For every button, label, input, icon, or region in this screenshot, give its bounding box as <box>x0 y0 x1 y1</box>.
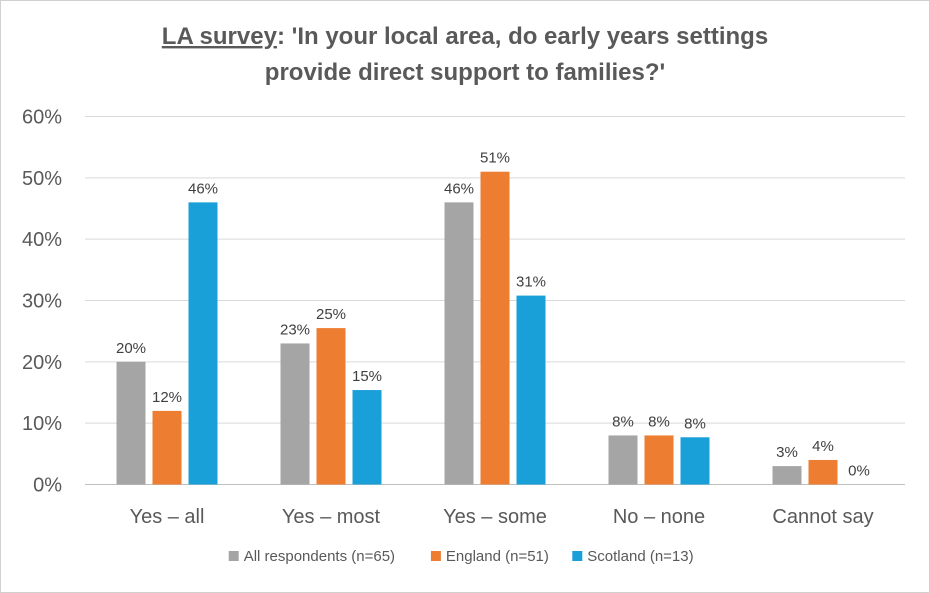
chart-title-underlined: LA survey <box>162 23 278 50</box>
bar <box>772 466 802 485</box>
y-tick-label: 0% <box>33 475 62 497</box>
category-label: Cannot say <box>772 506 873 528</box>
data-label: 20% <box>116 340 146 357</box>
legend: All respondents (n=65) England (n=51) Scot… <box>228 548 694 565</box>
bars <box>116 171 838 485</box>
bar <box>644 435 674 485</box>
data-label: 15% <box>352 368 382 385</box>
bar <box>188 202 218 485</box>
data-label: 0% <box>848 463 870 480</box>
y-tick-label: 40% <box>22 229 62 251</box>
bar <box>516 295 546 485</box>
legend-label: Scotland (n=13) <box>587 548 693 565</box>
data-label: 31% <box>516 274 546 291</box>
data-label: 51% <box>480 150 510 167</box>
bar <box>352 390 382 485</box>
y-tick-label: 10% <box>22 413 62 435</box>
data-label: 46% <box>444 180 474 197</box>
legend-label: All respondents (n=65) <box>244 548 395 565</box>
data-label: 12% <box>152 389 182 406</box>
bar <box>280 343 310 485</box>
y-tick-label: 50% <box>22 168 62 190</box>
data-label: 8% <box>648 413 670 430</box>
legend-label: England (n=51) <box>446 548 549 565</box>
y-tick-label: 60% <box>22 107 62 129</box>
category-label: Yes – some <box>443 506 547 528</box>
chart-title-line-1-rest: : 'In your local area, do early years se… <box>277 23 768 50</box>
y-tick-label: 20% <box>22 352 62 374</box>
bar <box>808 459 838 485</box>
data-label: 4% <box>812 438 834 455</box>
bar <box>444 202 474 485</box>
data-label: 46% <box>188 180 218 197</box>
category-label: Yes – most <box>282 506 381 528</box>
data-label: 23% <box>280 321 310 338</box>
legend-swatch <box>430 551 441 561</box>
bar <box>316 328 346 485</box>
data-label: 25% <box>316 306 346 323</box>
legend-swatch <box>228 551 239 561</box>
legend-swatch <box>572 551 583 561</box>
data-label: 8% <box>684 415 706 432</box>
category-labels: Yes – all Yes – most Yes – some No – none Ca… <box>130 506 874 528</box>
category-label: Yes – all <box>130 506 205 528</box>
data-label: 8% <box>612 413 634 430</box>
category-label: No – none <box>613 506 705 528</box>
y-tick-label: 30% <box>22 291 62 313</box>
y-axis-ticks: 0% 10% 20% 30% 40% 50% 60% <box>22 107 62 497</box>
bar <box>480 171 510 485</box>
bar <box>680 437 710 485</box>
chart-title-line-1: LA survey: 'In your local area, do early… <box>162 23 768 50</box>
bar <box>152 410 182 485</box>
chart-title-line-2: provide direct support to families?' <box>265 59 665 86</box>
data-label: 3% <box>776 444 798 461</box>
bar <box>116 361 146 485</box>
bar <box>608 435 638 485</box>
data-labels: 20% 12% 46% 23% 25% 15% 46% 51% 31% 8% 8% 8% 3% 4% 0% <box>116 150 870 480</box>
